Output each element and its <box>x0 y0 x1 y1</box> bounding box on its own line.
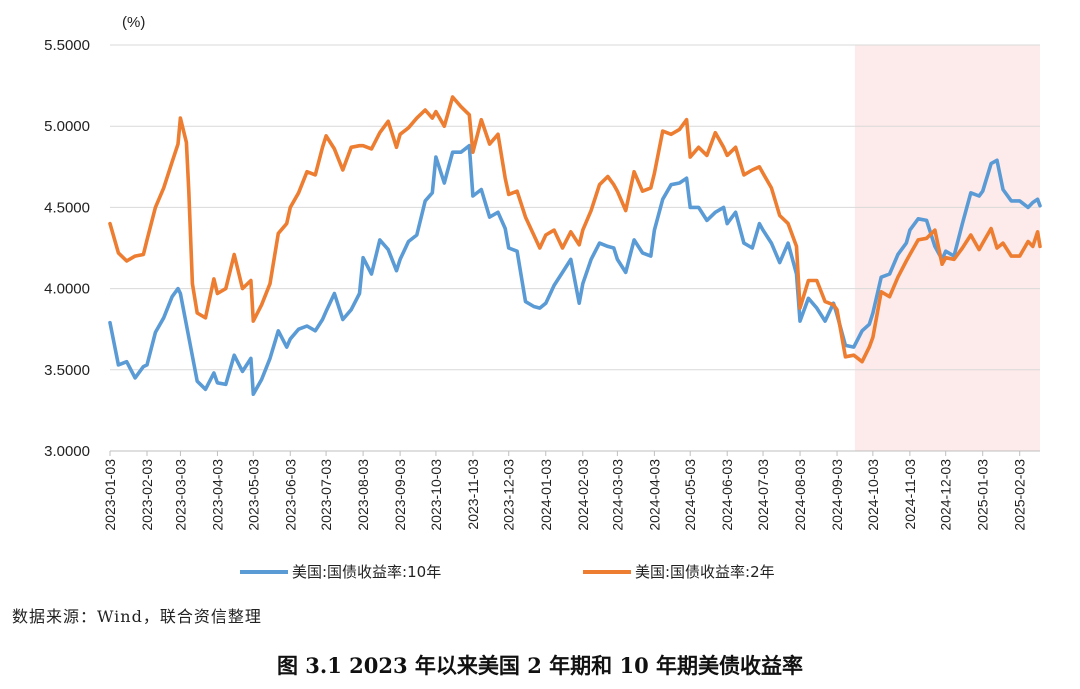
yield-line-chart: 3.0000 3.5000 4.0000 4.5000 5.0000 5.5000 202… <box>44 14 1042 581</box>
x-axis-ticks: 2023-01-03 2023-02-03 2023-03-03 2023-04-03… <box>102 451 1028 531</box>
source-note: 数据来源：Wind，联合资信整理 <box>12 607 262 626</box>
x-tick-label: 2023-09-03 <box>392 459 408 531</box>
x-tick-label: 2024-02-03 <box>575 459 591 531</box>
x-tick-label: 2025-01-03 <box>975 459 991 531</box>
x-tick-label: 2023-01-03 <box>102 459 118 531</box>
x-tick-label: 2023-06-03 <box>282 459 298 531</box>
y-unit-label: (%) <box>122 14 145 31</box>
y-tick-label: 4.5000 <box>44 199 90 216</box>
legend: 美国:国债收益率:10年 美国:国债收益率:2年 <box>240 563 775 581</box>
y-tick-label: 3.0000 <box>44 443 90 460</box>
x-tick-label: 2023-11-03 <box>465 459 481 530</box>
x-tick-label: 2024-03-03 <box>609 459 625 531</box>
x-tick-label: 2023-03-03 <box>172 459 188 531</box>
x-tick-label: 2024-08-03 <box>792 459 808 531</box>
x-tick-label: 2023-10-03 <box>428 459 444 531</box>
x-tick-label: 2024-06-03 <box>719 459 735 531</box>
figure-caption: 图 3.1 2023 年以来美国 2 年期和 10 年期美债收益率 <box>277 653 803 678</box>
x-tick-label: 2025-02-03 <box>1012 459 1028 531</box>
y-axis-ticks: 3.0000 3.5000 4.0000 4.5000 5.0000 5.5000 <box>44 37 90 460</box>
x-tick-label: 2024-01-03 <box>538 459 554 531</box>
x-tick-label: 2023-05-03 <box>245 459 261 531</box>
series-line-10y <box>108 143 1042 396</box>
gridlines <box>110 44 1040 371</box>
y-tick-label: 5.5000 <box>44 37 90 54</box>
series-lines <box>108 95 1042 396</box>
legend-label: 美国:国债收益率:2年 <box>635 563 775 581</box>
x-tick-label: 2023-08-03 <box>355 459 371 531</box>
y-tick-label: 3.5000 <box>44 362 90 379</box>
x-tick-label: 2023-07-03 <box>318 459 334 531</box>
x-tick-label: 2023-12-03 <box>501 459 517 531</box>
x-tick-label: 2023-02-03 <box>139 459 155 531</box>
x-tick-label: 2024-11-03 <box>902 459 918 530</box>
y-tick-label: 4.0000 <box>44 281 90 298</box>
series-line-2y <box>108 95 1042 364</box>
x-tick-label: 2023-04-03 <box>209 459 225 531</box>
x-tick-label: 2024-05-03 <box>682 459 698 531</box>
x-tick-label: 2024-04-03 <box>646 459 662 531</box>
x-tick-label: 2024-10-03 <box>865 459 881 531</box>
x-tick-label: 2024-09-03 <box>829 459 845 531</box>
x-tick-label: 2024-12-03 <box>938 459 954 531</box>
y-tick-label: 5.0000 <box>44 118 90 135</box>
legend-label: 美国:国债收益率:10年 <box>292 563 441 581</box>
x-tick-label: 2024-07-03 <box>755 459 771 531</box>
highlight-region <box>854 45 1040 451</box>
